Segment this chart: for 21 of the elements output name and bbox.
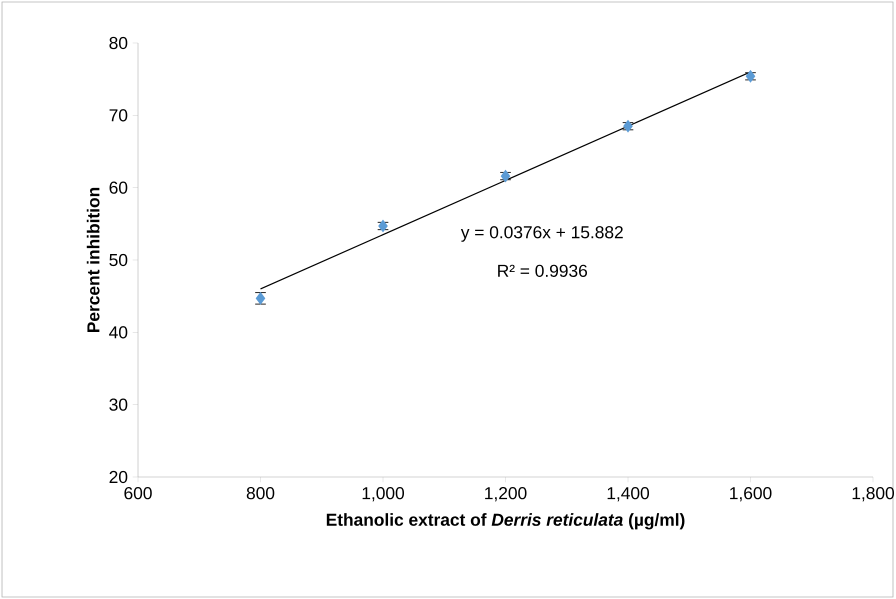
x-axis-title: Ethanolic extract of Derris reticulata (µg/ml) xyxy=(326,513,684,530)
y-axis-title: Percent inhibition xyxy=(86,188,100,332)
annotation: y = 0.0376x + 15.882 xyxy=(460,226,623,242)
point xyxy=(378,220,388,232)
y-tick-label: 30 xyxy=(109,398,128,411)
x-tick-label: 1,400 xyxy=(608,487,650,502)
y-tick-label: 60 xyxy=(110,182,128,194)
point xyxy=(746,70,756,83)
x-tick-label: 600 xyxy=(124,487,152,500)
x-tick-label: 1,800 xyxy=(852,487,894,502)
x-tick-label: 1,600 xyxy=(730,487,772,502)
x-tick-label: 800 xyxy=(246,487,274,500)
y-tick-label: 70 xyxy=(110,109,128,122)
y-tick-label: 50 xyxy=(109,254,128,266)
point xyxy=(623,120,633,132)
y-tick-label: 40 xyxy=(109,326,128,338)
x-tick-label: 1,000 xyxy=(362,487,404,502)
x-tick-label: 1,200 xyxy=(485,487,527,502)
y-tick-label: 80 xyxy=(109,36,128,50)
y-tick-label: 20 xyxy=(110,470,128,484)
annotation: R² = 0.9936 xyxy=(498,264,588,277)
